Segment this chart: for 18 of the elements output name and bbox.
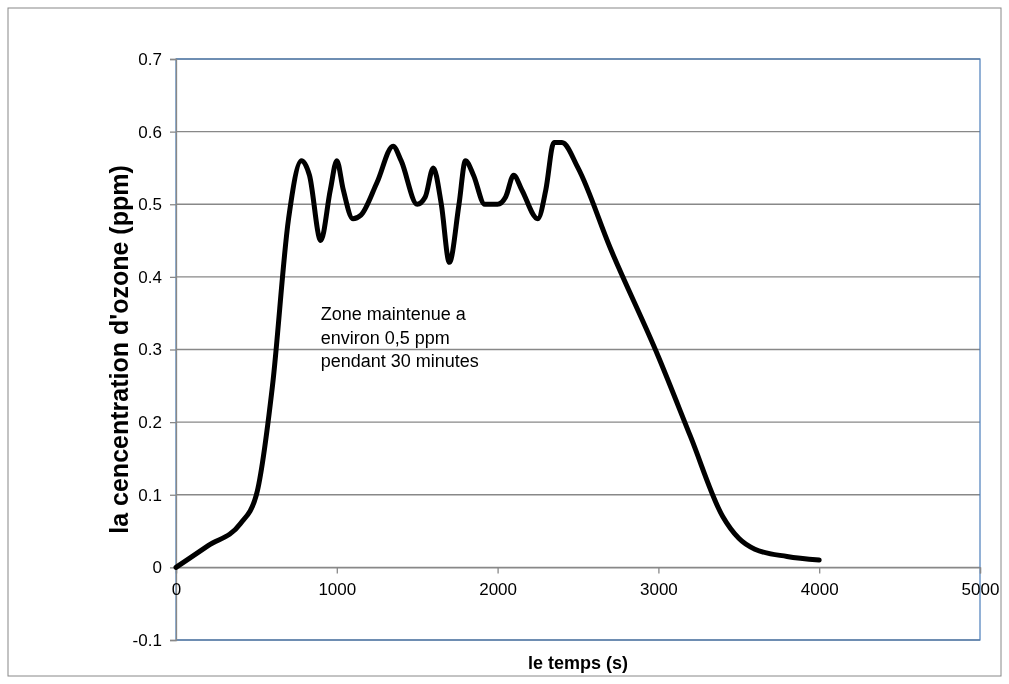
y-tick-label: 0.1: [138, 485, 162, 505]
x-axis-title: le temps (s): [527, 653, 629, 673]
y-tick-label: 0.7: [138, 49, 162, 69]
y-axis-title: la cencentration d'ozone (ppm): [105, 165, 133, 534]
y-tick-label: 0.3: [138, 340, 162, 360]
x-tick-label: 3000: [639, 580, 678, 600]
x-tick-label: 5000: [961, 580, 1000, 600]
x-tick-label: 0: [171, 580, 182, 600]
x-tick-label: 2000: [479, 580, 518, 600]
y-tick-label: 0.4: [138, 267, 162, 287]
y-tick-label: 0.6: [138, 122, 162, 142]
y-tick-label: 0.5: [138, 195, 162, 215]
x-tick-label: 1000: [318, 580, 357, 600]
x-tick-label: 4000: [800, 580, 839, 600]
y-tick-label: 0.2: [138, 413, 162, 433]
annotation: Zone maintenue a environ 0,5 ppm pendant 30 minutes: [320, 304, 479, 372]
y-tick-label: 0: [152, 558, 162, 578]
y-tick-label: -0.1: [132, 630, 162, 650]
